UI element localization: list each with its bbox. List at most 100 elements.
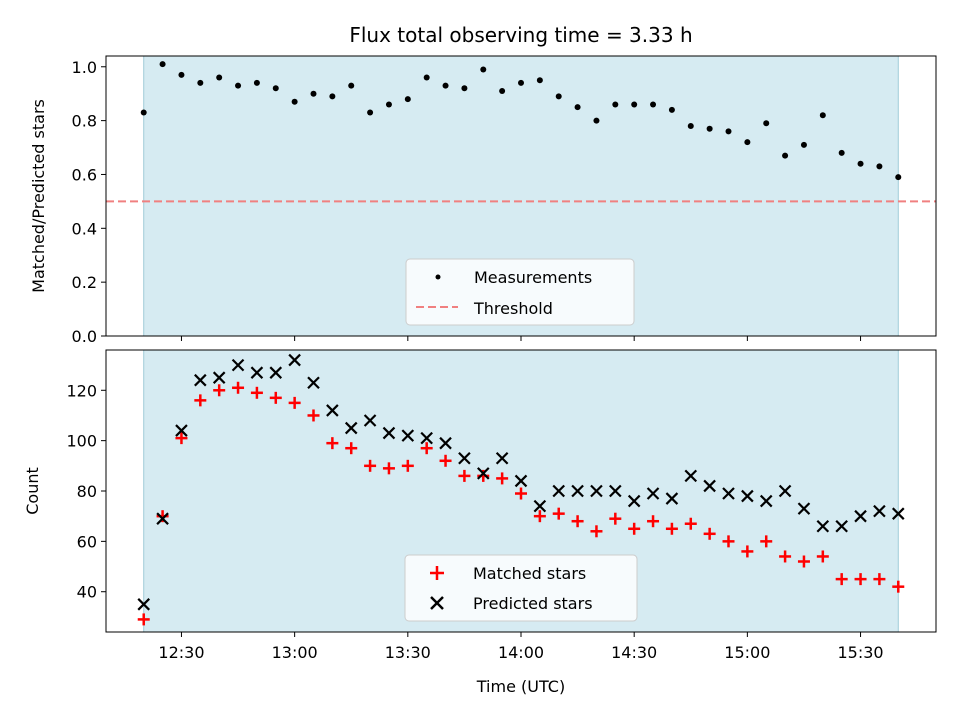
measurement-point bbox=[178, 71, 185, 78]
x-tick-label: 15:00 bbox=[724, 643, 770, 662]
predicted-star-point bbox=[476, 467, 490, 480]
predicted-star-point bbox=[571, 484, 584, 498]
top-legend: Measurements Threshold bbox=[405, 258, 635, 326]
top-x-ticks bbox=[180, 336, 862, 341]
measurement-point bbox=[329, 93, 336, 100]
matched-star-point bbox=[213, 384, 226, 397]
measurement-point bbox=[404, 96, 411, 103]
predicted-star-point bbox=[590, 484, 603, 498]
top-y-tick-label: 0.6 bbox=[72, 165, 97, 184]
predicted-star-point bbox=[420, 431, 433, 445]
measurement-point bbox=[385, 101, 392, 108]
measurement-point bbox=[668, 106, 675, 113]
x-tick-label: 14:30 bbox=[611, 643, 657, 662]
matched-star-point bbox=[194, 394, 207, 407]
bottom-y-axis-label: Count bbox=[23, 467, 42, 515]
measurement-point bbox=[291, 98, 298, 105]
matched-stars-points bbox=[137, 381, 905, 626]
matched-star-point bbox=[779, 550, 792, 563]
predicted-star-point bbox=[816, 519, 830, 533]
predicted-star-point bbox=[458, 451, 471, 465]
predicted-star-point bbox=[797, 502, 811, 515]
top-panel: 0.0 0.2 0.4 0.6 0.8 1.0 Matched/Predicted sta… bbox=[29, 55, 937, 346]
top-y-tick-label: 1.0 bbox=[72, 58, 97, 77]
x-tick-label: 13:30 bbox=[385, 643, 431, 662]
predicted-star-point bbox=[250, 366, 264, 379]
predicted-star-point bbox=[684, 469, 698, 483]
measurement-point bbox=[159, 61, 166, 68]
matched-star-point bbox=[722, 535, 735, 548]
matched-star-point bbox=[552, 507, 565, 520]
matched-star-point bbox=[760, 535, 773, 548]
matched-stars-legend-marker bbox=[430, 566, 444, 580]
x-tick-label: 13:00 bbox=[272, 643, 318, 662]
measurement-point bbox=[367, 109, 374, 116]
measurement-point bbox=[800, 141, 807, 148]
matched-star-point bbox=[232, 381, 245, 394]
top-y-ticks: 0.0 0.2 0.4 0.6 0.8 1.0 bbox=[72, 58, 106, 346]
predicted-stars-points bbox=[137, 353, 905, 611]
matched-star-point bbox=[533, 510, 546, 523]
matched-star-point bbox=[647, 515, 660, 528]
measurement-point bbox=[612, 101, 619, 108]
x-tick-label: 14:00 bbox=[498, 643, 544, 662]
matched-star-point bbox=[892, 580, 905, 593]
predicted-star-point bbox=[382, 426, 396, 440]
measurement-point bbox=[593, 117, 600, 124]
predicted-star-point bbox=[495, 451, 509, 465]
measurement-point bbox=[518, 79, 524, 86]
measurement-point bbox=[348, 82, 355, 89]
measurement-point bbox=[423, 74, 430, 81]
matched-star-point bbox=[741, 545, 754, 558]
matched-star-point bbox=[420, 442, 433, 455]
matched-star-point bbox=[854, 573, 867, 586]
matched-star-point bbox=[250, 386, 263, 399]
measurement-point bbox=[706, 125, 713, 132]
bottom-y-tick-label: 40 bbox=[77, 583, 97, 602]
matched-star-point bbox=[439, 454, 452, 467]
measurement-point bbox=[819, 112, 826, 119]
matched-star-point bbox=[571, 515, 584, 528]
predicted-star-point bbox=[741, 489, 754, 503]
predicted-star-point bbox=[212, 371, 226, 384]
matched-star-point bbox=[873, 573, 886, 586]
predicted-star-point bbox=[194, 373, 207, 387]
measurement-point bbox=[895, 174, 902, 181]
predicted-star-point bbox=[137, 598, 151, 611]
bottom-y-tick-label: 80 bbox=[77, 482, 97, 501]
matched-star-point bbox=[269, 391, 282, 404]
matched-star-point bbox=[797, 555, 810, 568]
predicted-star-point bbox=[175, 424, 188, 437]
x-axis-label: Time (UTC) bbox=[476, 677, 565, 696]
predicted-star-point bbox=[439, 436, 452, 450]
predicted-star-point bbox=[778, 484, 792, 498]
measurement-point bbox=[499, 88, 506, 94]
top-y-tick-label: 0.4 bbox=[72, 219, 97, 238]
predicted-star-point bbox=[665, 492, 679, 505]
measurement-point bbox=[197, 79, 204, 86]
predicted-star-point bbox=[646, 487, 660, 500]
predicted-star-point bbox=[609, 484, 622, 498]
measurement-point bbox=[687, 123, 694, 129]
predicted-star-point bbox=[552, 484, 566, 498]
measurement-point bbox=[216, 74, 223, 81]
legend-predicted-stars: Predicted stars bbox=[473, 594, 593, 613]
measurement-point bbox=[253, 79, 260, 86]
predicted-star-point bbox=[344, 421, 358, 435]
predicted-star-point bbox=[288, 353, 301, 367]
predicted-star-point bbox=[854, 509, 867, 523]
predicted-star-point bbox=[703, 479, 716, 493]
predicted-star-point bbox=[269, 366, 283, 379]
matched-star-point bbox=[609, 512, 622, 525]
matched-star-point bbox=[307, 409, 320, 422]
predicted-star-point bbox=[627, 494, 641, 508]
measurement-point bbox=[857, 160, 864, 167]
predicted-star-point bbox=[873, 504, 886, 518]
bottom-y-tick-label: 100 bbox=[66, 432, 97, 451]
matched-star-point bbox=[590, 525, 603, 538]
measurement-point bbox=[876, 163, 883, 170]
matched-star-point bbox=[458, 469, 471, 482]
matched-star-point bbox=[515, 487, 527, 500]
matched-star-point bbox=[835, 573, 848, 586]
